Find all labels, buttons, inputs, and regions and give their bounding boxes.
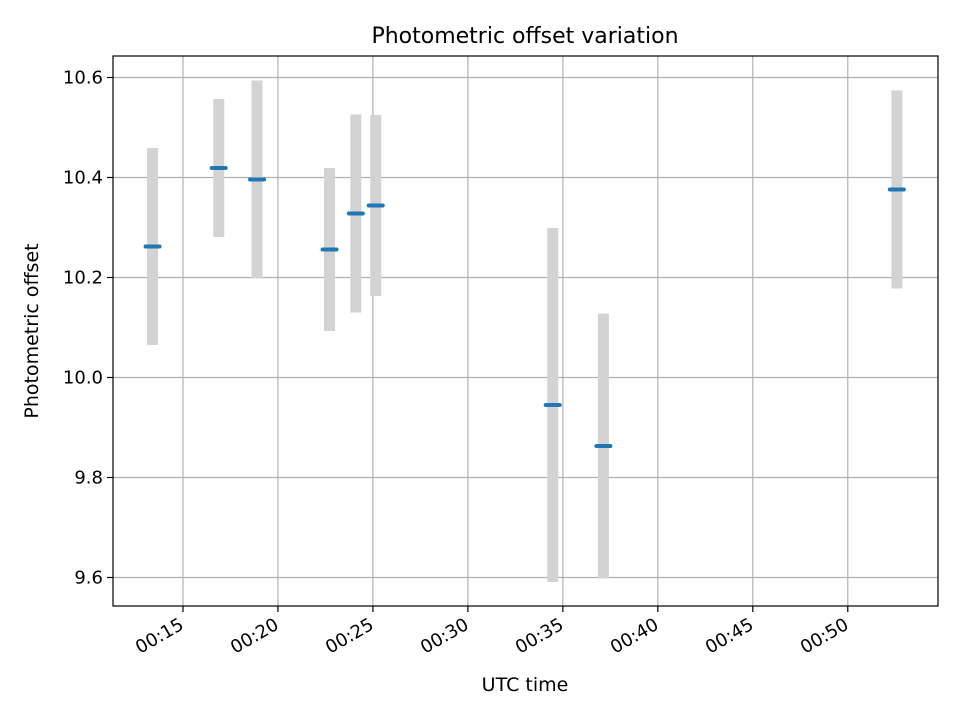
x-tick-label: 00:40: [607, 614, 662, 658]
x-tick-label: 00:30: [417, 614, 472, 658]
y-tick-label: 10.0: [63, 368, 103, 389]
y-axis-title: Photometric offset: [21, 243, 43, 418]
x-tick-label: 00:50: [797, 614, 852, 658]
data-points: [143, 166, 906, 448]
y-tick-label: 10.4: [63, 168, 103, 189]
y-tick-label: 10.6: [63, 68, 103, 89]
x-tick-label: 00:15: [132, 614, 187, 658]
y-tick-label: 9.8: [74, 468, 103, 489]
x-axis-ticks: 00:15 00:20 00:25 00:30 00:35 00:40 00:45 00:50: [132, 606, 852, 658]
chart-title: Photometric offset variation: [371, 24, 678, 49]
x-tick-label: 00:35: [512, 614, 567, 658]
x-axis-title: UTC time: [482, 674, 569, 696]
y-axis-ticks: 9.6 9.8 10.0 10.2 10.4 10.6: [63, 68, 113, 589]
grid-lines: [113, 56, 938, 606]
plot-background: [113, 56, 938, 606]
y-tick-label: 10.2: [63, 268, 103, 289]
x-tick-label: 00:45: [702, 614, 757, 658]
x-tick-label: 00:25: [322, 614, 377, 658]
plot-frame: [112, 55, 939, 607]
y-tick-label: 9.6: [74, 568, 103, 589]
x-tick-label: 00:20: [227, 614, 282, 658]
